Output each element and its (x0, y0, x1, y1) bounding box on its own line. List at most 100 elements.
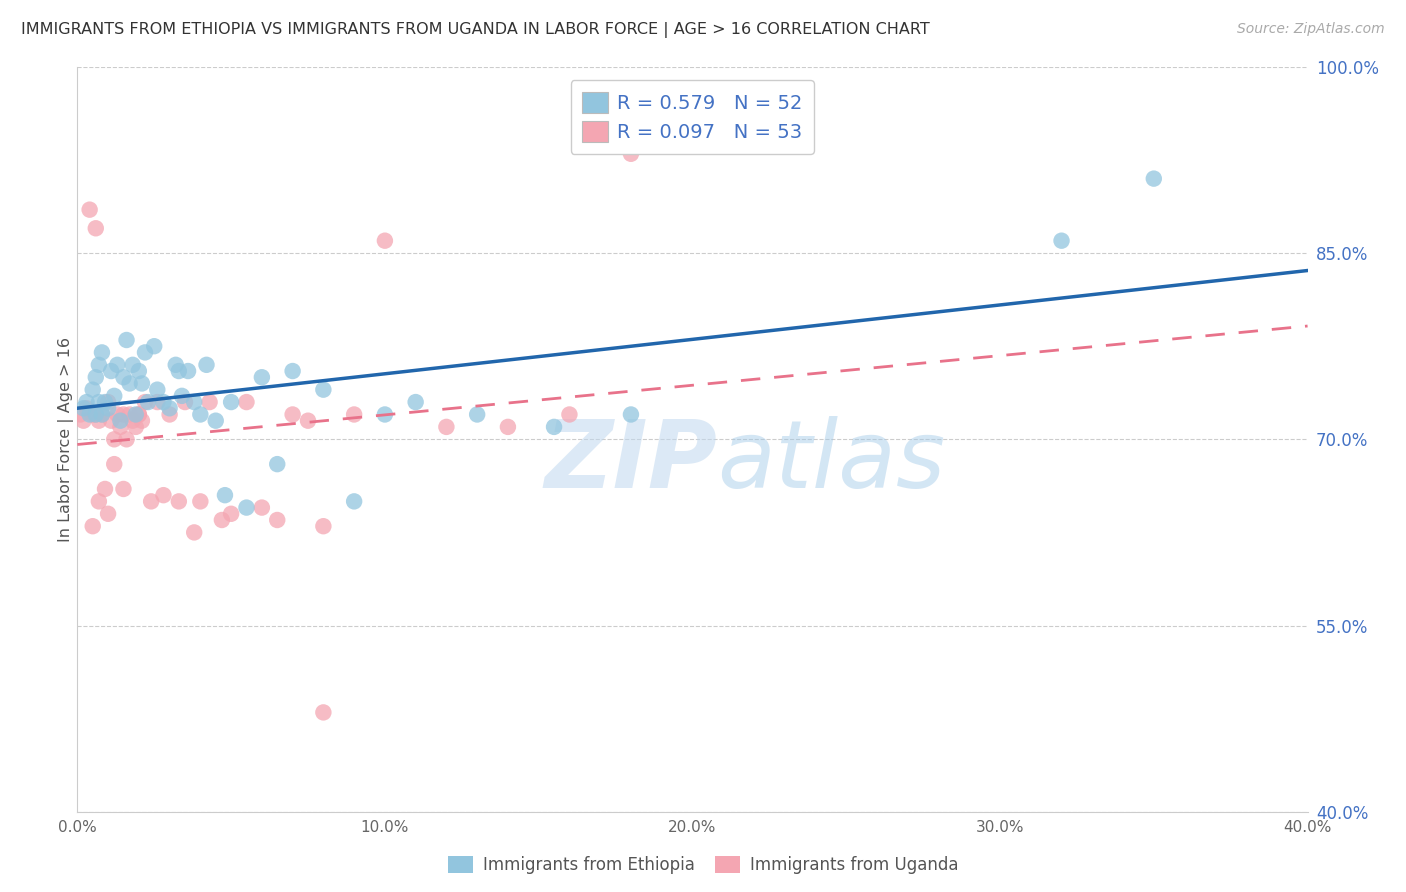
Point (90, 408, 114, 422)
Point (219, 395, 242, 409)
Point (125, 408, 148, 422)
Point (198, 395, 221, 409)
Point (465, 408, 488, 422)
Point (90, 408, 114, 422)
Point (134, 395, 156, 409)
Point (211, 513, 233, 527)
Point (110, 420, 132, 434)
Point (121, 358, 143, 372)
Point (112, 482, 135, 496)
Point (174, 395, 197, 409)
Point (94, 395, 117, 409)
Point (1143, 171, 1166, 186)
Point (72, 401, 94, 416)
Point (84, 221, 107, 235)
Point (250, 370, 273, 384)
Point (110, 414, 132, 428)
Y-axis label: In Labor Force | Age > 16: In Labor Force | Age > 16 (58, 337, 75, 541)
Point (128, 364, 150, 378)
Point (204, 414, 226, 428)
Point (79, 408, 101, 422)
Point (312, 383, 335, 397)
Point (195, 358, 218, 372)
Point (374, 408, 396, 422)
Point (82, 519, 104, 533)
Point (235, 395, 257, 409)
Point (250, 500, 273, 515)
Point (188, 494, 212, 508)
Point (69, 408, 91, 422)
Point (87, 414, 110, 428)
Point (103, 433, 125, 447)
Text: Source: ZipAtlas.com: Source: ZipAtlas.com (1237, 22, 1385, 37)
Point (266, 513, 288, 527)
Point (343, 494, 366, 508)
Point (82, 383, 104, 397)
Point (1050, 234, 1073, 248)
Point (131, 376, 153, 391)
Point (100, 414, 122, 428)
Point (112, 408, 135, 422)
Text: IMMIGRANTS FROM ETHIOPIA VS IMMIGRANTS FROM UGANDA IN LABOR FORCE | AGE > 16 COR: IMMIGRANTS FROM ETHIOPIA VS IMMIGRANTS F… (21, 22, 929, 38)
Point (167, 364, 190, 378)
Point (94, 482, 117, 496)
Point (281, 364, 304, 378)
Point (281, 408, 304, 422)
Point (118, 408, 141, 422)
Point (374, 234, 396, 248)
Point (72, 414, 94, 428)
Point (103, 457, 125, 471)
Text: ZIP: ZIP (544, 416, 717, 508)
Point (131, 414, 153, 428)
Point (165, 358, 187, 372)
Point (79, 202, 101, 217)
Point (214, 488, 236, 502)
Point (103, 389, 125, 403)
Point (183, 525, 205, 540)
Point (100, 364, 122, 378)
Point (183, 395, 205, 409)
Point (152, 488, 174, 502)
Point (170, 389, 193, 403)
Legend: Immigrants from Ethiopia, Immigrants from Uganda: Immigrants from Ethiopia, Immigrants fro… (441, 849, 965, 881)
Point (105, 358, 128, 372)
Point (87, 395, 110, 409)
Point (97, 395, 120, 409)
Point (620, 408, 643, 422)
Point (97, 401, 120, 416)
Point (118, 376, 141, 391)
Point (128, 408, 150, 422)
Point (312, 706, 335, 720)
Point (115, 433, 138, 447)
Point (146, 383, 169, 397)
Point (136, 395, 159, 409)
Point (620, 146, 643, 161)
Point (235, 500, 257, 515)
Point (297, 414, 319, 428)
Point (84, 408, 107, 422)
Point (558, 408, 581, 422)
Point (128, 408, 150, 422)
Point (405, 395, 427, 409)
Legend: R = 0.579   N = 52, R = 0.097   N = 53: R = 0.579 N = 52, R = 0.097 N = 53 (571, 80, 814, 153)
Point (167, 494, 190, 508)
Point (143, 339, 166, 353)
Point (152, 395, 174, 409)
Point (76, 401, 98, 416)
Point (121, 414, 143, 428)
Point (125, 420, 148, 434)
Point (343, 408, 366, 422)
Point (84, 370, 107, 384)
Point (87, 358, 110, 372)
Point (76, 395, 98, 409)
Point (141, 494, 163, 508)
Point (90, 345, 114, 359)
Point (219, 507, 242, 521)
Point (159, 408, 181, 422)
Point (312, 519, 335, 533)
Point (159, 401, 181, 416)
Point (266, 457, 288, 471)
Point (146, 395, 169, 409)
Point (97, 507, 120, 521)
Point (82, 408, 104, 422)
